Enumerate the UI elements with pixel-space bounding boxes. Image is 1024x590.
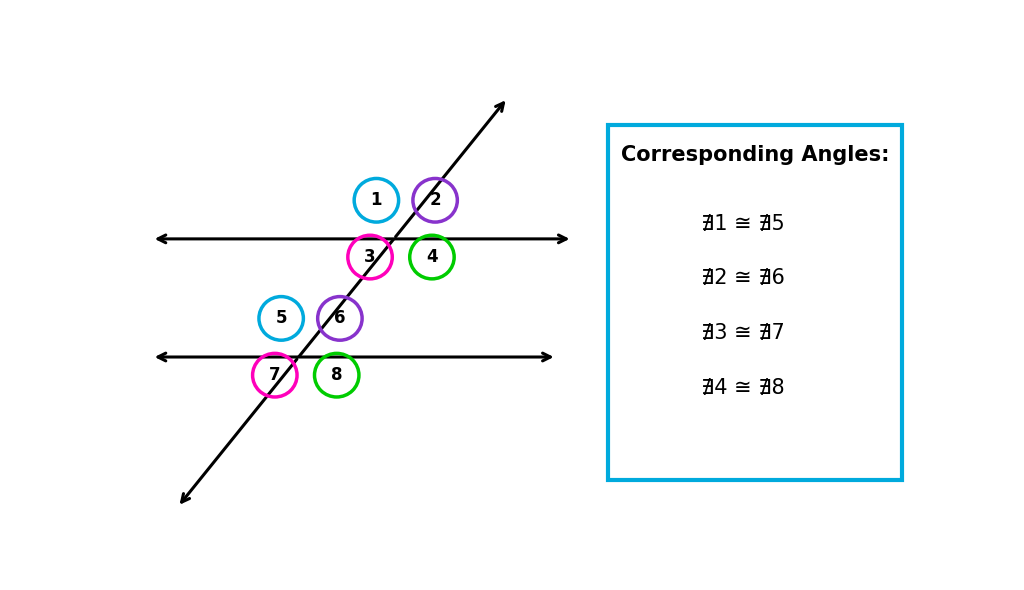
Text: 4: 4 — [426, 248, 438, 266]
Text: ∄1 ≅ ∄5: ∄1 ≅ ∄5 — [701, 213, 785, 233]
Text: ∄4 ≅ ∄8: ∄4 ≅ ∄8 — [701, 376, 784, 396]
Text: 6: 6 — [334, 309, 346, 327]
Text: ∄3 ≅ ∄7: ∄3 ≅ ∄7 — [701, 322, 785, 342]
Text: ∄2 ≅ ∄6: ∄2 ≅ ∄6 — [701, 267, 785, 287]
Text: Corresponding Angles:: Corresponding Angles: — [621, 145, 889, 165]
Bar — [608, 125, 902, 480]
Text: 1: 1 — [371, 191, 382, 209]
Text: 2: 2 — [429, 191, 441, 209]
Text: 5: 5 — [275, 309, 287, 327]
Text: 8: 8 — [331, 366, 342, 384]
Text: 3: 3 — [365, 248, 376, 266]
Text: 7: 7 — [269, 366, 281, 384]
